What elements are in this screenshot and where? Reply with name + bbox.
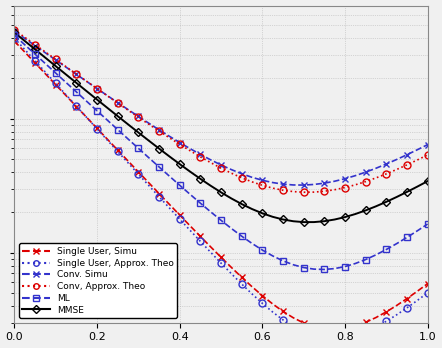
Legend: Single User, Simu, Single User, Approx. Theo, Conv. Simu, Conv, Approx. Theo, ML: Single User, Simu, Single User, Approx. … xyxy=(19,244,177,318)
